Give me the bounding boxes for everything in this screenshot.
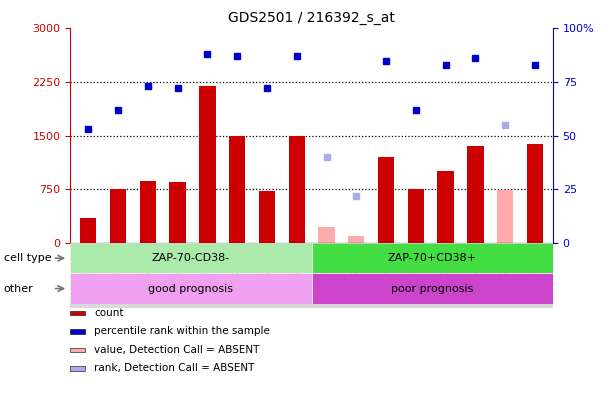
Bar xyxy=(527,144,543,243)
Bar xyxy=(70,273,312,304)
Bar xyxy=(288,136,305,243)
Text: rank, Detection Call = ABSENT: rank, Detection Call = ABSENT xyxy=(95,363,255,373)
Bar xyxy=(258,191,275,243)
Text: ZAP-70+CD38+: ZAP-70+CD38+ xyxy=(388,253,477,263)
Bar xyxy=(110,189,126,243)
Bar xyxy=(70,243,312,273)
Text: cell type: cell type xyxy=(4,253,51,263)
Text: value, Detection Call = ABSENT: value, Detection Call = ABSENT xyxy=(95,345,260,355)
Bar xyxy=(70,329,85,334)
Text: other: other xyxy=(4,284,33,294)
Bar xyxy=(378,157,394,243)
Bar xyxy=(312,273,553,304)
Bar xyxy=(497,190,513,243)
Bar xyxy=(229,136,245,243)
Title: GDS2501 / 216392_s_at: GDS2501 / 216392_s_at xyxy=(228,11,395,25)
Bar xyxy=(437,171,454,243)
Bar xyxy=(70,348,85,352)
Bar xyxy=(318,226,335,243)
Bar xyxy=(80,218,97,243)
Bar xyxy=(408,189,424,243)
Bar xyxy=(70,366,85,371)
Text: count: count xyxy=(95,308,124,318)
Bar xyxy=(312,243,553,273)
Text: poor prognosis: poor prognosis xyxy=(391,284,474,294)
Bar xyxy=(70,311,85,315)
Text: percentile rank within the sample: percentile rank within the sample xyxy=(95,326,270,337)
Bar xyxy=(169,182,186,243)
Bar xyxy=(348,236,365,243)
Bar xyxy=(139,181,156,243)
Bar xyxy=(467,147,484,243)
Bar xyxy=(199,86,216,243)
Text: good prognosis: good prognosis xyxy=(148,284,233,294)
Text: ZAP-70-CD38-: ZAP-70-CD38- xyxy=(152,253,230,263)
